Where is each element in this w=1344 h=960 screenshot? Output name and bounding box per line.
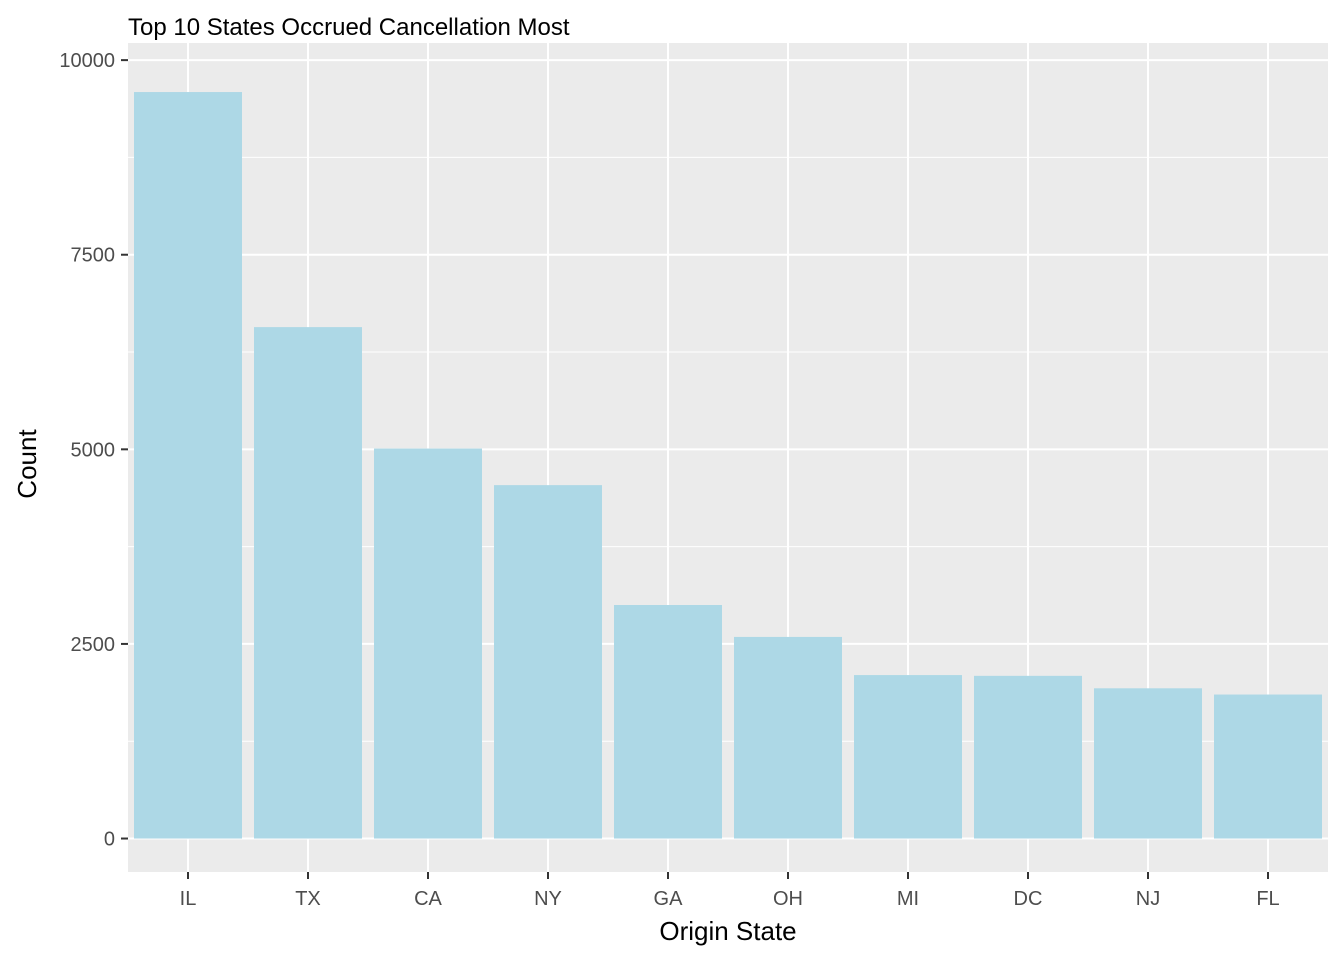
bar-il: [134, 92, 242, 839]
y-tick-label: 2500: [71, 634, 116, 656]
y-tick-label: 5000: [71, 439, 116, 461]
y-tick-label: 7500: [71, 245, 116, 267]
bar-ca: [374, 448, 482, 839]
x-tick-label: MI: [897, 888, 919, 910]
x-tick-label: TX: [295, 888, 321, 910]
bar-nj: [1094, 688, 1202, 839]
bar-mi: [854, 675, 962, 839]
x-tick-label: FL: [1256, 888, 1279, 910]
bars: [134, 92, 1322, 839]
x-tick-label: GA: [654, 888, 684, 910]
x-tick-label: OH: [773, 888, 803, 910]
x-tick-label: NY: [534, 888, 562, 910]
x-axis-title: Origin State: [659, 916, 796, 946]
bar-fl: [1214, 694, 1322, 839]
x-axis: IL TX CA NY GA OH MI DC NJ FL: [180, 872, 1280, 910]
bar-dc: [974, 675, 1082, 839]
bar-oh: [734, 636, 842, 839]
x-tick-label: DC: [1014, 888, 1043, 910]
bar-ga: [614, 605, 722, 839]
y-tick-label: 10000: [59, 50, 115, 72]
y-axis: 0 2500 5000 7500 10000: [59, 50, 128, 851]
y-axis-title: Count: [12, 429, 42, 499]
bar-ny: [494, 485, 602, 839]
x-tick-label: NJ: [1136, 888, 1160, 910]
x-tick-label: IL: [180, 888, 197, 910]
bar-tx: [254, 327, 362, 839]
y-tick-label: 0: [104, 829, 115, 851]
x-tick-label: CA: [414, 888, 442, 910]
chart-title: Top 10 States Occrued Cancellation Most: [128, 14, 570, 41]
